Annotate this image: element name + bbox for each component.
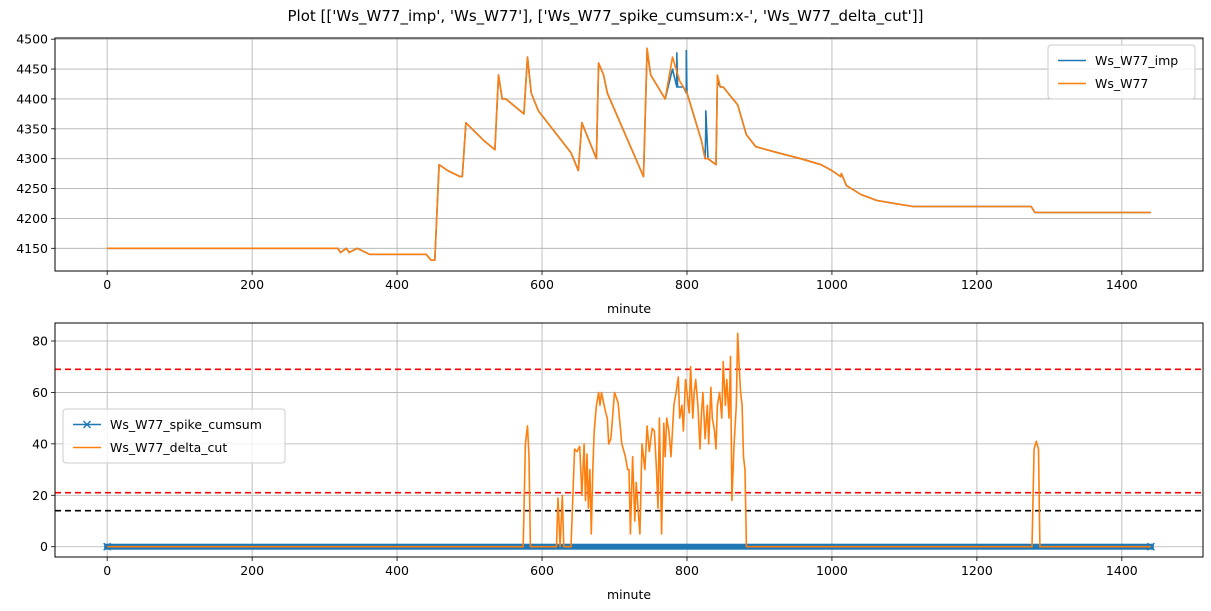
bottom-axes-frame <box>54 322 1204 558</box>
top-ytick-label: 4400 <box>16 91 48 106</box>
bottom-axes: 0 200 400 600 800 1000 1200 1400 0 20 40 60 80 minut… <box>32 322 1204 602</box>
top-xtick-label: 1000 <box>816 277 848 292</box>
bottom-xtick-label: 1000 <box>816 563 848 578</box>
top-ytick-label: 4350 <box>16 121 48 136</box>
top-xtick-label: 600 <box>530 277 554 292</box>
bottom-xtick-label: 400 <box>385 563 409 578</box>
top-ytick-label: 4200 <box>16 211 48 226</box>
top-xtick-label: 0 <box>103 277 111 292</box>
top-xtick-label: 800 <box>675 277 699 292</box>
top-xtick-label: 200 <box>240 277 264 292</box>
top-axes-frame <box>54 37 1204 272</box>
top-axes: 0 200 400 600 800 1000 1200 1400 4150 4200 4250 430… <box>16 32 1204 316</box>
top-ytick-label: 4300 <box>16 151 48 166</box>
bottom-legend: Ws_W77_spike_cumsum Ws_W77_delta_cut <box>62 408 286 464</box>
series-marker-x <box>103 542 112 551</box>
bottom-ytick-label: 40 <box>32 436 48 451</box>
legend-label-ws-w77-spike-cumsum: Ws_W77_spike_cumsum <box>110 417 262 432</box>
series-line-ws-w77-delta-cut <box>107 332 1151 548</box>
bottom-ticks: 0 200 400 600 800 1000 1200 1400 0 20 40 60 80 <box>32 334 1138 579</box>
top-xtick-label: 1400 <box>1106 277 1138 292</box>
top-series <box>107 47 1151 262</box>
legend-label-ws-w77-imp: Ws_W77_imp <box>1095 53 1178 68</box>
bottom-xtick-label: 600 <box>530 563 554 578</box>
legend-label-ws-w77-delta-cut: Ws_W77_delta_cut <box>110 440 227 455</box>
series-line-ws-w77 <box>107 47 1151 262</box>
bottom-ytick-label: 80 <box>32 334 48 349</box>
bottom-xtick-label: 200 <box>240 563 264 578</box>
legend-label-ws-w77: Ws_W77 <box>1095 76 1148 91</box>
top-ticks: 0 200 400 600 800 1000 1200 1400 4150 4200 4250 430… <box>16 32 1138 292</box>
bottom-legend-box <box>62 408 286 464</box>
series-marker-band <box>104 543 1154 550</box>
top-legend-box <box>1047 44 1196 100</box>
bottom-ytick-label: 60 <box>32 385 48 400</box>
legend-marker-x <box>83 420 91 429</box>
top-xtick-label: 1200 <box>961 277 993 292</box>
top-ytick-label: 4250 <box>16 181 48 196</box>
bottom-xtick-label: 800 <box>675 563 699 578</box>
top-legend: Ws_W77_imp Ws_W77 <box>1047 44 1196 100</box>
top-ytick-label: 4450 <box>16 62 48 77</box>
top-xlabel: minute <box>607 301 651 316</box>
bottom-ytick-label: 20 <box>32 488 48 503</box>
bottom-xtick-label: 0 <box>103 563 111 578</box>
bottom-xlabel: minute <box>607 587 651 602</box>
bottom-xtick-label: 1400 <box>1106 563 1138 578</box>
bottom-series <box>55 332 1203 551</box>
top-grid <box>55 38 1203 271</box>
top-ytick-label: 4150 <box>16 241 48 256</box>
figure-suptitle: Plot [['Ws_W77_imp', 'Ws_W77'], ['Ws_W77… <box>288 7 924 26</box>
bottom-xtick-label: 1200 <box>961 563 993 578</box>
top-ytick-label: 4500 <box>16 32 48 47</box>
bottom-ytick-label: 0 <box>40 539 48 554</box>
series-marker-x <box>1146 542 1155 551</box>
top-xtick-label: 400 <box>385 277 409 292</box>
